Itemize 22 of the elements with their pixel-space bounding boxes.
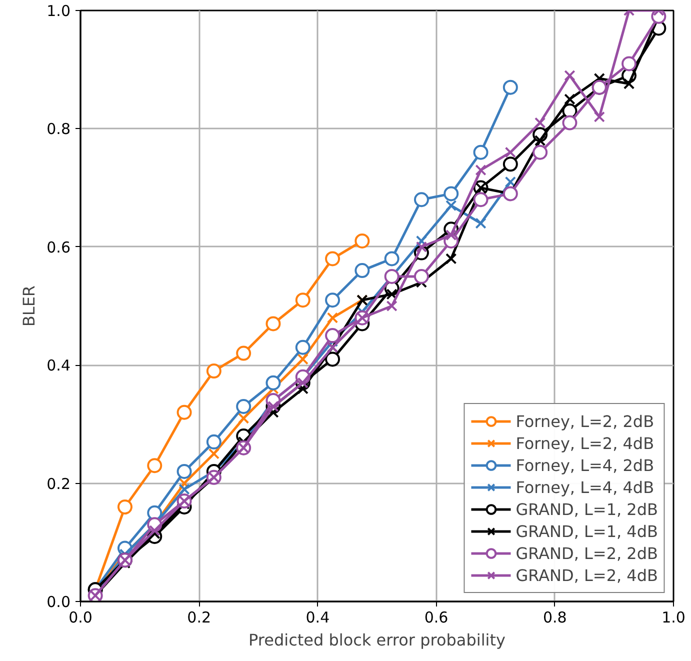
x-tick-label: 0.6 [424,608,448,626]
legend-label: GRAND, L=2, 4dB [516,564,658,586]
x-tick-label: 0.2 [187,608,212,626]
y-tick-label: 0.4 [46,356,71,375]
legend-label: Forney, L=2, 4dB [516,432,654,454]
y-tick-label: 0.8 [46,120,71,138]
legend-label: GRAND, L=1, 2dB [516,498,658,520]
legend-label: GRAND, L=1, 4dB [516,520,658,542]
y-axis-title: BLER [20,285,39,327]
y-tick-label: 1.0 [46,2,71,20]
legend-label: Forney, L=2, 2dB [516,410,654,432]
x-tick-label: 0.4 [306,608,330,626]
x-tick-label: 0.0 [68,608,92,626]
x-tick-label: 0.8 [542,608,567,626]
y-tick-label: 0.6 [46,238,71,256]
legend-label: Forney, L=4, 2dB [516,454,654,476]
x-axis-title: Predicted block error probability [248,630,506,650]
y-tick-label: 0.0 [46,593,71,611]
y-tick-label: 0.2 [46,474,71,493]
legend-label: GRAND, L=2, 2dB [516,542,658,564]
legend-label: Forney, L=4, 4dB [516,476,654,498]
x-tick-label: 1.0 [662,608,686,626]
